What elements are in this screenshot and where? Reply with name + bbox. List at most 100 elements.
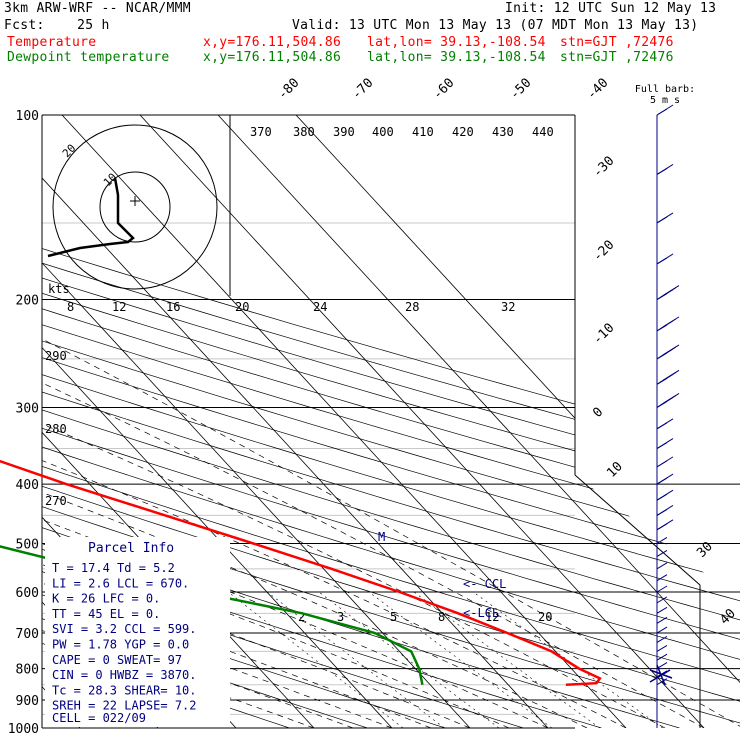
dry-adiabat bbox=[42, 115, 740, 728]
ceiling-label: 12 bbox=[112, 300, 126, 314]
ceiling-label: 28 bbox=[405, 300, 419, 314]
parcel-info-box bbox=[45, 537, 230, 727]
pressure-tick: 700 bbox=[16, 627, 39, 642]
dewpoint-xy: x,y=176.11,504.86 bbox=[203, 50, 342, 65]
dry-adiabat bbox=[42, 115, 740, 728]
wind-barb bbox=[656, 438, 674, 449]
hodograph-outer-ring bbox=[52, 124, 218, 290]
wind-barb-flag bbox=[656, 212, 674, 224]
wind-barb-flag bbox=[662, 369, 680, 381]
dry-adiabat bbox=[42, 115, 740, 728]
isotherm-label: 10 bbox=[604, 459, 626, 481]
wind-barb bbox=[656, 104, 674, 116]
mixing-ratio-label: 2 bbox=[298, 610, 305, 624]
theta-label: 390 bbox=[333, 125, 355, 139]
pressure-tick: 500 bbox=[16, 537, 39, 552]
parcel-info-title: Parcel Info bbox=[88, 541, 174, 556]
hodograph-center-icon bbox=[130, 196, 140, 206]
dry-adiabat bbox=[42, 115, 740, 728]
wind-barb-shaft bbox=[656, 537, 668, 544]
isotherm-label: -10 bbox=[590, 321, 617, 348]
wind-barb bbox=[656, 678, 668, 686]
dry-adiabat bbox=[42, 115, 740, 728]
wind-barb-flag bbox=[656, 163, 674, 175]
temperature-curve bbox=[0, 459, 602, 686]
wind-barb-cluster bbox=[649, 664, 673, 686]
temperature-station: stn=GJT ,72476 bbox=[560, 35, 674, 50]
ceiling-label: 32 bbox=[501, 300, 515, 314]
parcel-row: CAPE = 0 SWEAT= 97 bbox=[52, 653, 182, 667]
theta-label: 430 bbox=[492, 125, 514, 139]
pressure-tick: 400 bbox=[16, 478, 39, 493]
wind-barb bbox=[656, 344, 680, 360]
wind-barb bbox=[656, 550, 668, 557]
dewpoint-station: stn=GJT ,72476 bbox=[560, 50, 674, 65]
isotherm bbox=[217, 115, 740, 728]
dry-adiabat bbox=[42, 115, 740, 728]
mixing-ratio-label: 20 bbox=[538, 610, 552, 624]
isotherm bbox=[139, 115, 705, 728]
wind-barb-shaft bbox=[656, 616, 668, 624]
wind-barb-flag bbox=[656, 104, 674, 116]
mixing-ratio-label: 12 bbox=[485, 610, 499, 624]
wind-barb-shaft bbox=[656, 585, 668, 593]
theta-label: 370 bbox=[250, 125, 272, 139]
mixing-ratio-line bbox=[318, 591, 500, 728]
wind-barb-shaft bbox=[656, 644, 668, 652]
dry-adiabat bbox=[42, 115, 740, 728]
wind-barb bbox=[656, 393, 680, 408]
hodograph-trace bbox=[47, 177, 135, 258]
moist-adiabat bbox=[42, 299, 705, 728]
wind-barb-flag bbox=[656, 504, 674, 516]
m-marker: M bbox=[378, 530, 385, 544]
wind-barb-shaft bbox=[656, 653, 668, 661]
wind-barb-flag bbox=[656, 253, 674, 265]
moist-adiabat bbox=[42, 299, 354, 728]
wind-barb bbox=[656, 644, 668, 652]
isotherm-label: -80 bbox=[275, 76, 302, 103]
init-time: Init: 12 UTC Sun 12 May 13 bbox=[505, 1, 717, 16]
wind-barb bbox=[656, 456, 674, 468]
isotherm bbox=[61, 115, 627, 728]
moist-adiabat bbox=[42, 299, 666, 728]
wind-barb bbox=[656, 489, 674, 501]
mixing-ratio-label: 5 bbox=[390, 610, 397, 624]
wind-barb bbox=[656, 519, 674, 531]
mixing-ratio-label: 3 bbox=[337, 610, 344, 624]
dry-adiabat bbox=[42, 115, 446, 728]
dry-adiabat bbox=[42, 115, 740, 728]
parcel-row: T = 17.4 Td = 5.2 bbox=[52, 561, 175, 575]
theta-label: 290 bbox=[45, 349, 67, 363]
mixing-ratio-line bbox=[368, 591, 553, 728]
ceiling-label: 16 bbox=[166, 300, 180, 314]
hodograph-inner-ring bbox=[99, 171, 171, 243]
mixing-ratio-label: 8 bbox=[438, 610, 445, 624]
isotherm-label: -50 bbox=[507, 76, 534, 103]
theta-label: 270 bbox=[45, 494, 67, 508]
dry-adiabat bbox=[42, 115, 740, 728]
wind-barb-flag bbox=[662, 393, 680, 404]
wind-barb-flag bbox=[656, 489, 674, 501]
wind-barb-shaft bbox=[656, 574, 668, 582]
dry-adiabat bbox=[42, 115, 740, 728]
theta-label: 380 bbox=[293, 125, 315, 139]
dry-adiabat bbox=[42, 115, 740, 728]
dry-adiabat bbox=[42, 115, 740, 728]
parcel-row: Tc = 28.3 SHEAR= 10. bbox=[52, 683, 197, 697]
pressure-tick: 900 bbox=[16, 694, 39, 709]
parcel-row: SVI = 3.2 CCL = 599. bbox=[52, 622, 197, 636]
dewpoint-legend: Dewpoint temperature bbox=[7, 50, 170, 65]
theta-label: 400 bbox=[372, 125, 394, 139]
pressure-tick: 800 bbox=[16, 663, 39, 678]
wind-barb-flag bbox=[662, 285, 680, 296]
isotherm-label: -60 bbox=[430, 76, 457, 103]
theta-label: 420 bbox=[452, 125, 474, 139]
ceiling-unit: kts bbox=[48, 282, 70, 296]
pressure-tick: 300 bbox=[16, 401, 39, 416]
wind-barb-shaft bbox=[656, 635, 668, 643]
wind-barb bbox=[656, 473, 674, 485]
moist-adiabat bbox=[42, 299, 588, 728]
wind-barb bbox=[656, 418, 674, 430]
parcel-row: PW = 1.78 YGP = 0.0 bbox=[52, 638, 189, 652]
